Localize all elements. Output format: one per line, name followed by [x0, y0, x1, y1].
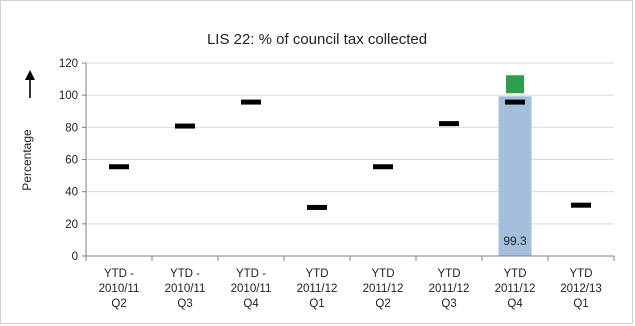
y-tick-label: 120: [59, 58, 78, 70]
target-dash-marker: [241, 99, 261, 105]
target-dash-marker: [307, 204, 327, 210]
y-tick-label: 80: [65, 122, 78, 134]
x-tick-label: YTD 2011/12 Q2: [363, 268, 404, 310]
status-square-marker: [506, 75, 524, 94]
chart-title: LIS 22: % of council tax collected: [207, 31, 427, 48]
target-dash-marker: [175, 123, 195, 129]
y-tick-label: 40: [65, 187, 78, 199]
target-dash-marker: [109, 164, 129, 170]
target-dash-marker: [571, 202, 591, 208]
data-label: 99.3: [503, 234, 527, 248]
target-dash-marker: [505, 99, 525, 105]
y-axis-label: Percentage: [20, 129, 34, 191]
x-tick-label: YTD 2011/12 Q1: [297, 268, 338, 310]
x-tick-label: YTD -2010/11 Q4: [231, 268, 272, 310]
x-tick-label: YTD 2012/13 Q1: [560, 268, 602, 310]
target-dash-marker: [439, 121, 459, 127]
target-dash-marker: [373, 164, 393, 170]
x-tick-label: YTD 2011/12 Q4: [495, 268, 536, 310]
x-tick-label: YTD -2010/11 Q2: [99, 268, 140, 310]
y-tick-label: 0: [72, 251, 78, 263]
y-tick-label: 20: [65, 219, 78, 231]
bar: [498, 96, 532, 256]
y-tick-label: 60: [65, 155, 78, 167]
x-tick-label: YTD 2011/12 Q3: [429, 268, 470, 310]
y-tick-label: 100: [59, 90, 78, 102]
up-arrow-icon: [25, 70, 35, 98]
x-tick-label: YTD -2010/11 Q3: [165, 268, 206, 310]
